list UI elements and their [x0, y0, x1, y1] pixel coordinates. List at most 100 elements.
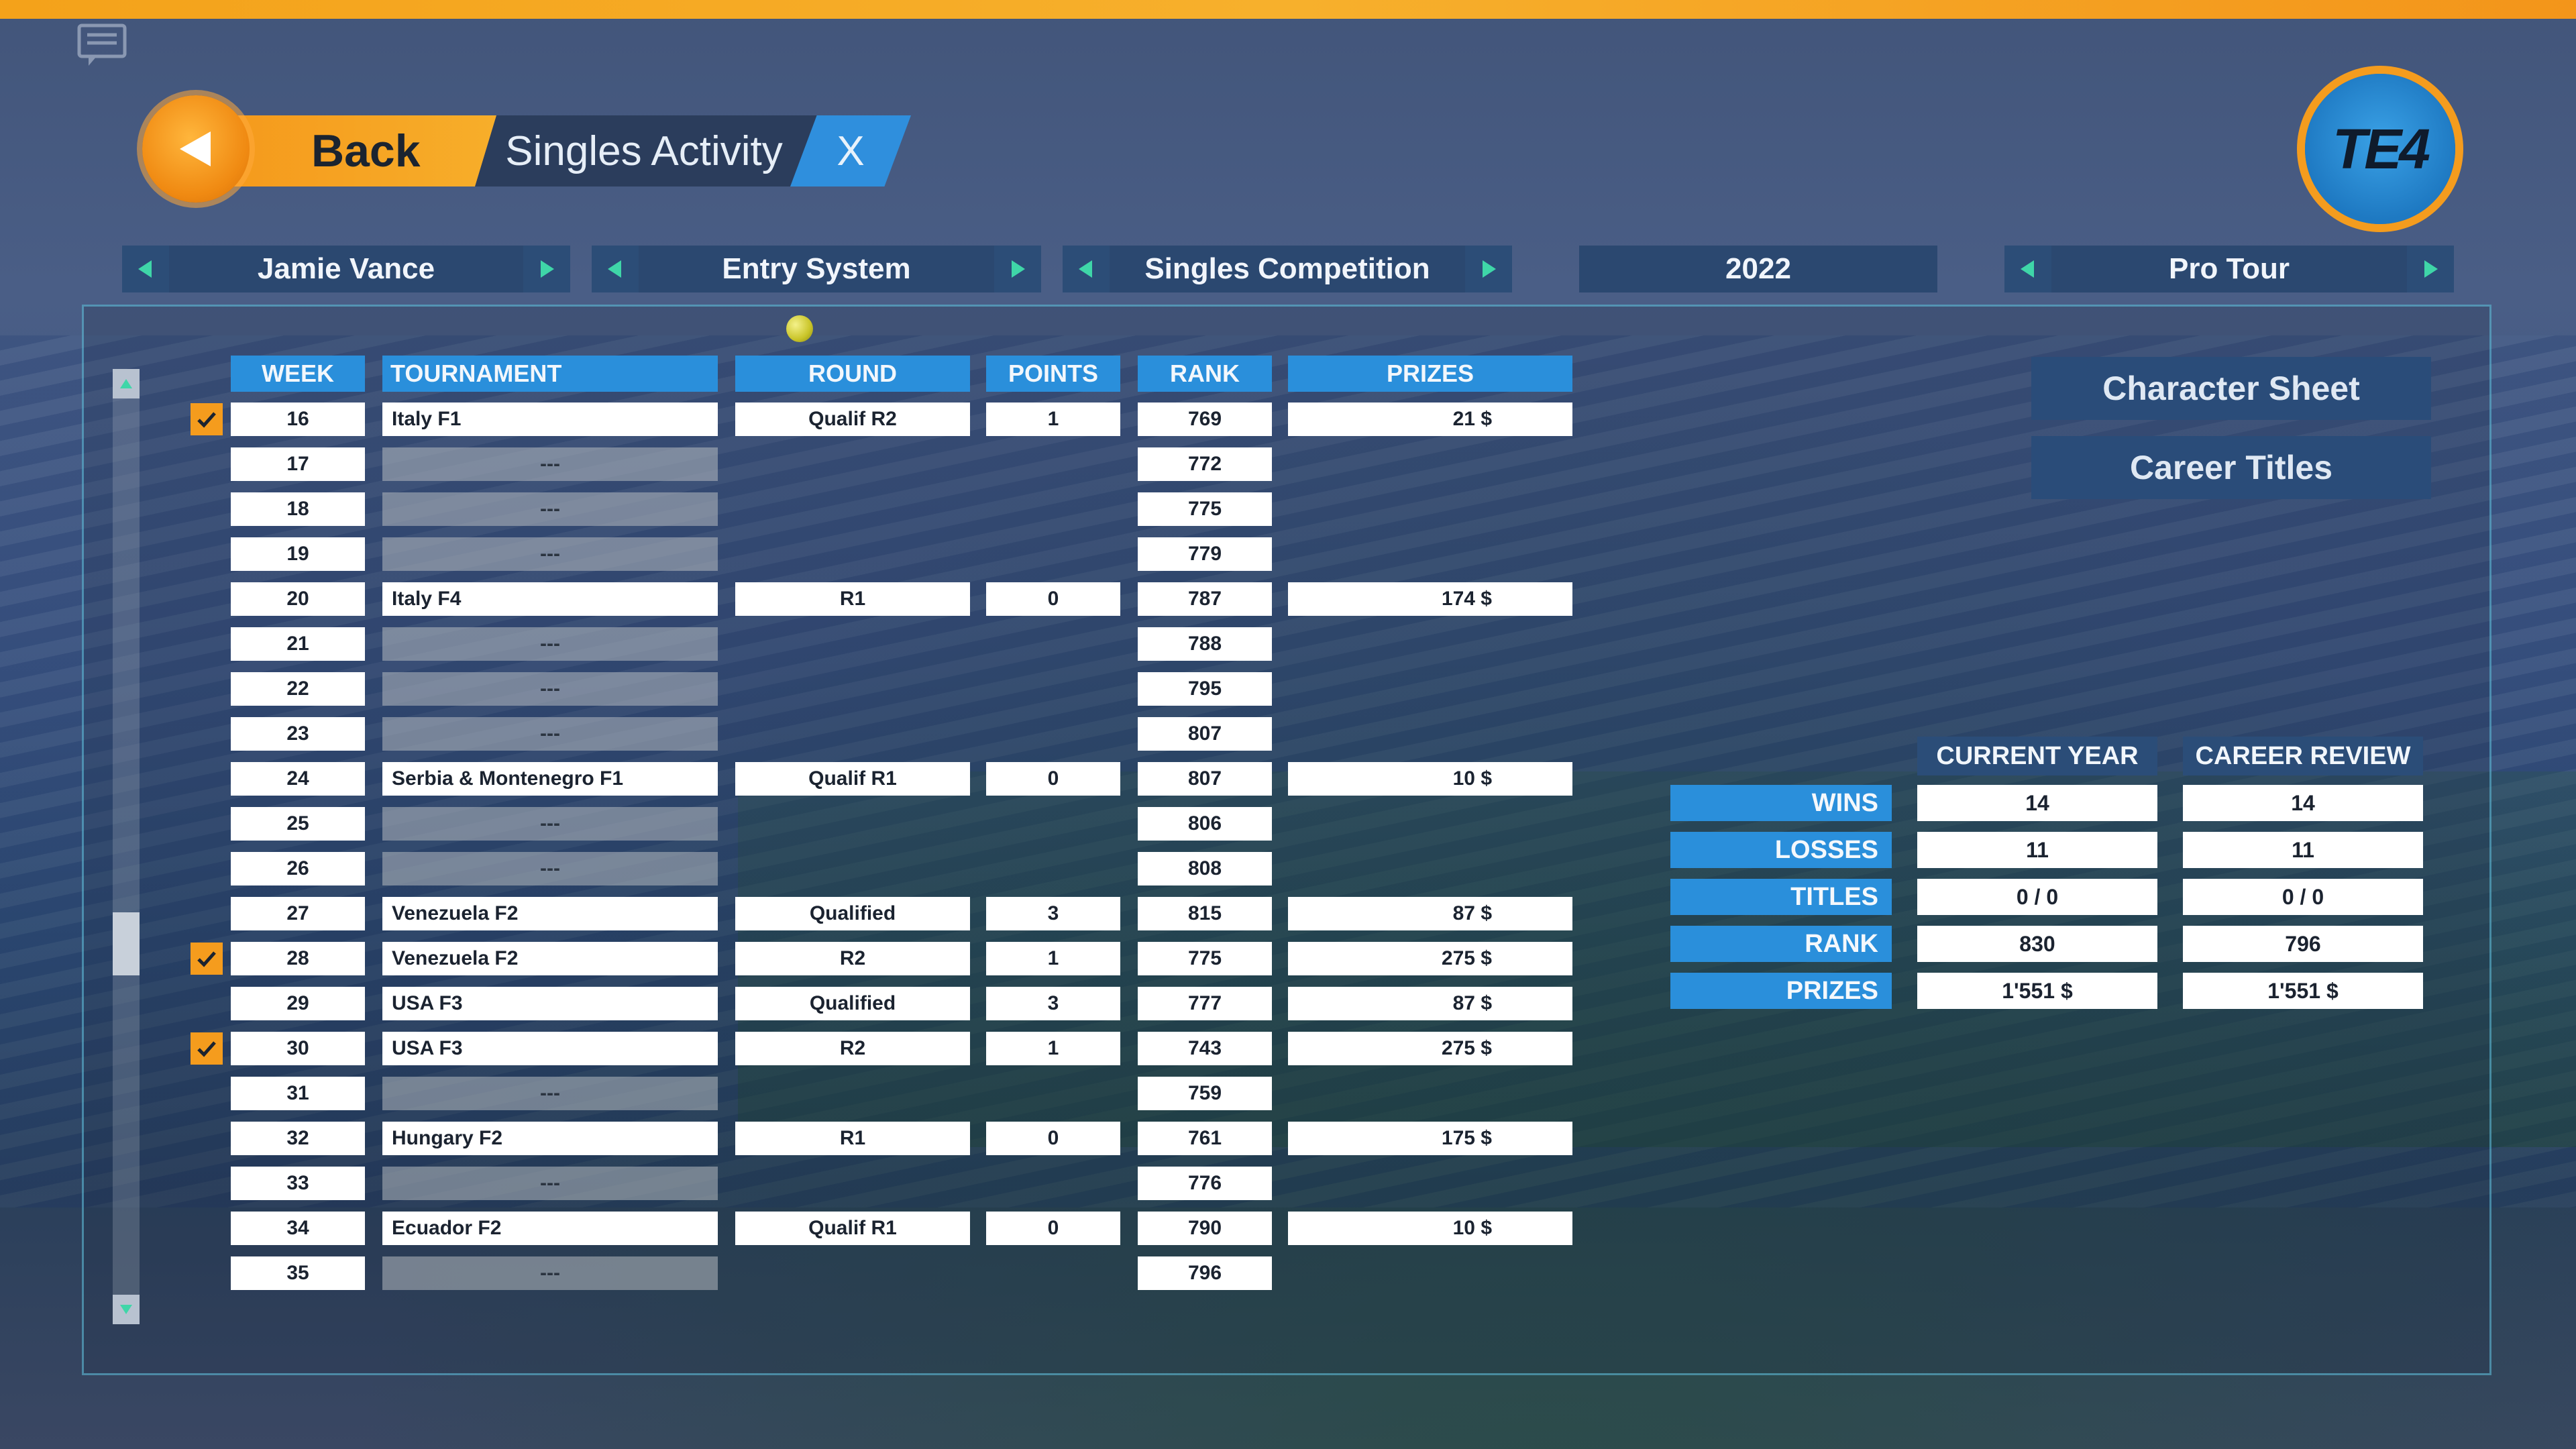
current-year-header: CURRENT YEAR: [1917, 737, 2157, 775]
cell-rank: 807: [1138, 762, 1272, 796]
cell-tournament: ---: [382, 447, 718, 481]
cell-tournament: ---: [382, 717, 718, 751]
cell-prize: 275 $: [1288, 1032, 1572, 1065]
cell-points: 0: [986, 582, 1120, 616]
player-selector: Jamie Vance: [122, 246, 570, 292]
chat-icon[interactable]: [76, 23, 127, 70]
year-selector[interactable]: 2022: [1579, 246, 1937, 292]
cell-points: 1: [986, 402, 1120, 436]
tour-prev-arrow-icon[interactable]: [2004, 246, 2051, 292]
stat-current-wins: 14: [1917, 785, 2157, 821]
tour-next-arrow-icon[interactable]: [2407, 246, 2454, 292]
cell-tournament: ---: [382, 1256, 718, 1290]
cell-round: Qualif R1: [735, 762, 970, 796]
cell-rank: 761: [1138, 1122, 1272, 1155]
cell-tournament: Italy F4: [382, 582, 718, 616]
back-label[interactable]: Back: [228, 115, 496, 186]
cell-rank: 775: [1138, 942, 1272, 975]
stat-career-titles: 0 / 0: [2183, 879, 2423, 915]
cell-rank: 775: [1138, 492, 1272, 526]
cell-tournament: ---: [382, 672, 718, 706]
cell-week: 31: [231, 1077, 365, 1110]
entry-prev-arrow-icon[interactable]: [592, 246, 639, 292]
player-name: Jamie Vance: [257, 252, 435, 285]
header-round: ROUND: [735, 356, 970, 392]
character-sheet-button[interactable]: Character Sheet: [2031, 357, 2431, 420]
cell-tournament: Hungary F2: [382, 1122, 718, 1155]
cell-week: 17: [231, 447, 365, 481]
cell-prize: 10 $: [1288, 762, 1572, 796]
stat-label-rank: RANK: [1670, 926, 1892, 962]
cell-tournament: ---: [382, 627, 718, 661]
cell-week: 23: [231, 717, 365, 751]
cell-week: 26: [231, 852, 365, 885]
te4-logo: TE4: [2305, 74, 2455, 224]
cell-week: 32: [231, 1122, 365, 1155]
cell-prize: 87 $: [1288, 987, 1572, 1020]
stat-career-wins: 14: [2183, 785, 2423, 821]
stat-label-titles: TITLES: [1670, 879, 1892, 915]
close-button[interactable]: X: [790, 115, 911, 186]
cell-tournament: Venezuela F2: [382, 897, 718, 930]
cell-points: 3: [986, 897, 1120, 930]
tour-label: Pro Tour: [2168, 252, 2290, 285]
cell-round: R1: [735, 582, 970, 616]
cell-week: 29: [231, 987, 365, 1020]
career-titles-button[interactable]: Career Titles: [2031, 436, 2431, 499]
stat-current-titles: 0 / 0: [1917, 879, 2157, 915]
checkmark-icon: [191, 403, 223, 435]
cell-round: Qualif R2: [735, 402, 970, 436]
cell-rank: 769: [1138, 402, 1272, 436]
stat-current-losses: 11: [1917, 832, 2157, 868]
stat-label-losses: LOSSES: [1670, 832, 1892, 868]
cell-points: 3: [986, 987, 1120, 1020]
cell-tournament: Italy F1: [382, 402, 718, 436]
cell-round: Qualif R1: [735, 1212, 970, 1245]
back-button[interactable]: [142, 95, 250, 203]
cell-points: 0: [986, 1212, 1120, 1245]
entry-next-arrow-icon[interactable]: [994, 246, 1041, 292]
cell-week: 34: [231, 1212, 365, 1245]
cell-week: 18: [231, 492, 365, 526]
cell-week: 22: [231, 672, 365, 706]
cell-rank: 807: [1138, 717, 1272, 751]
scroll-up-arrow-icon[interactable]: [113, 369, 140, 398]
stat-career-rank: 796: [2183, 926, 2423, 962]
cell-round: R2: [735, 1032, 970, 1065]
cell-tournament: ---: [382, 852, 718, 885]
cell-rank: 743: [1138, 1032, 1272, 1065]
scrollbar[interactable]: [113, 369, 140, 1324]
cell-tournament: Venezuela F2: [382, 942, 718, 975]
competition-next-arrow-icon[interactable]: [1465, 246, 1512, 292]
cell-prize: 10 $: [1288, 1212, 1572, 1245]
player-next-arrow-icon[interactable]: [523, 246, 570, 292]
stat-career-losses: 11: [2183, 832, 2423, 868]
cell-rank: 779: [1138, 537, 1272, 571]
tour-selector: Pro Tour: [2004, 246, 2454, 292]
header-points: POINTS: [986, 356, 1120, 392]
cell-tournament: ---: [382, 1077, 718, 1110]
cell-round: Qualified: [735, 897, 970, 930]
career-review-header: CAREER REVIEW: [2183, 737, 2423, 775]
cell-round: Qualified: [735, 987, 970, 1020]
cell-week: 35: [231, 1256, 365, 1290]
cell-rank: 776: [1138, 1167, 1272, 1200]
cell-rank: 777: [1138, 987, 1272, 1020]
stat-current-prizes: 1'551 $: [1917, 973, 2157, 1009]
cell-tournament: ---: [382, 537, 718, 571]
cell-week: 27: [231, 897, 365, 930]
stat-label-prizes: PRIZES: [1670, 973, 1892, 1009]
competition-label: Singles Competition: [1144, 252, 1430, 285]
competition-prev-arrow-icon[interactable]: [1063, 246, 1110, 292]
cell-rank: 795: [1138, 672, 1272, 706]
tennis-ball-icon: [786, 315, 813, 342]
cell-rank: 815: [1138, 897, 1272, 930]
scroll-down-arrow-icon[interactable]: [113, 1295, 140, 1324]
cell-tournament: ---: [382, 807, 718, 841]
scroll-thumb[interactable]: [113, 912, 140, 975]
top-accent-bar: [0, 0, 2576, 19]
cell-rank: 806: [1138, 807, 1272, 841]
entry-selector: Entry System: [592, 246, 1041, 292]
player-prev-arrow-icon[interactable]: [122, 246, 169, 292]
cell-round: R1: [735, 1122, 970, 1155]
